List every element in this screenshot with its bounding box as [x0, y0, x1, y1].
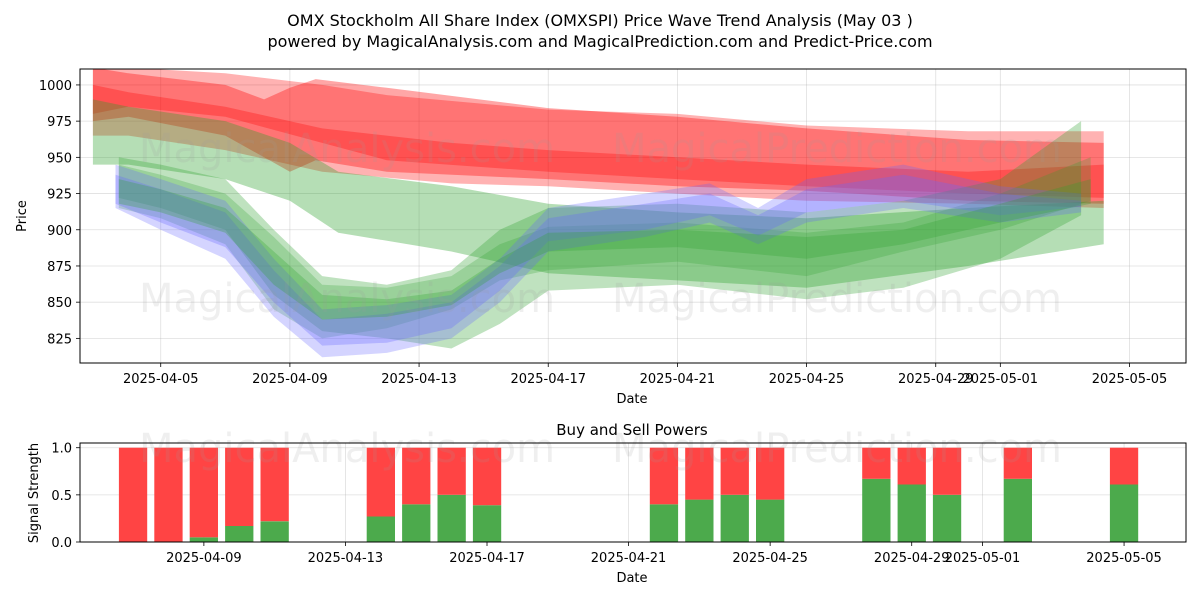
buy-bar: [862, 478, 891, 542]
sell-bar: [720, 447, 749, 495]
buy-bar: [932, 494, 962, 542]
signal-title: Buy and Sell Powers: [556, 421, 708, 439]
sell-bar: [225, 447, 254, 526]
sell-bar: [897, 447, 926, 485]
signal-x-tick-label: 2025-04-09: [166, 551, 242, 566]
price-y-label: Price: [15, 200, 30, 232]
price-band-red-2: [92, 69, 1104, 204]
price-x-tick-label: 2025-04-25: [769, 372, 845, 387]
buy-bar: [685, 499, 714, 542]
signal-panel: Buy and Sell Powers MagicalAnalysis.com …: [27, 421, 1187, 586]
price-y-tick-label: 850: [47, 296, 72, 311]
sell-bar: [1003, 447, 1032, 479]
buy-bar: [189, 537, 218, 542]
price-x-tick-label: 2025-04-09: [252, 372, 328, 387]
watermark-bottom-left: MagicalAnalysis.com: [139, 426, 555, 472]
price-band-blue-7: [115, 164, 1082, 358]
buy-bar: [225, 526, 254, 542]
price-y-tick-label: 900: [47, 224, 72, 239]
chart-subtitle: powered by MagicalAnalysis.com and Magic…: [267, 32, 932, 51]
price-band-green-9: [118, 179, 1091, 320]
signal-y-tick-label: 1.0: [51, 442, 72, 457]
sell-bar: [862, 447, 891, 479]
price-x-tick-label: 2025-05-05: [1092, 372, 1168, 387]
price-x-tick-label: 2025-05-01: [963, 372, 1039, 387]
signal-x-tick-label: 2025-05-01: [945, 551, 1021, 566]
signal-y-tick-label: 0.5: [51, 489, 72, 504]
signal-x-tick-label: 2025-04-13: [308, 551, 384, 566]
price-band-green-4: [92, 99, 1104, 288]
sell-bar: [118, 447, 148, 542]
buy-bar: [472, 505, 502, 542]
price-x-tick-label: 2025-04-21: [640, 372, 716, 387]
chart-title: OMX Stockholm All Share Index (OMXSPI) P…: [287, 11, 913, 30]
price-x-label: Date: [616, 392, 647, 407]
signal-x-tick-label: 2025-04-21: [591, 551, 667, 566]
signal-x-tick-label: 2025-04-17: [449, 551, 525, 566]
watermark-mid-right: MagicalPrediction.com: [612, 276, 1062, 322]
buy-bar: [1003, 478, 1032, 542]
signal-axes-frame: [79, 442, 1187, 543]
price-x-tick-label: 2025-04-05: [123, 372, 199, 387]
price-y-tick-label: 950: [47, 151, 72, 166]
price-grid: [80, 69, 1186, 363]
price-y-tick-label: 825: [47, 332, 72, 347]
price-x-tick-label: 2025-04-29: [898, 372, 974, 387]
buy-bar: [649, 504, 679, 542]
watermark-top-right: MagicalPrediction.com: [612, 126, 1062, 172]
signal-y-label: Signal Strength: [27, 443, 42, 543]
signal-x-label: Date: [616, 571, 647, 586]
sell-bar: [437, 447, 466, 495]
sell-bar: [366, 447, 395, 517]
price-y-tick-label: 925: [47, 188, 72, 203]
price-x-tick-label: 2025-04-17: [510, 372, 586, 387]
signal-x-ticks: 2025-04-09 2025-04-13 2025-04-17 2025-04-21…: [166, 542, 1162, 566]
signal-x-tick-label: 2025-04-25: [732, 551, 808, 566]
price-y-tick-label: 1000: [39, 79, 72, 94]
signal-y-ticks: 0.0 0.5 1.0: [51, 442, 80, 551]
sell-bar: [154, 447, 183, 542]
sell-bar: [472, 447, 502, 506]
signal-bars: [118, 447, 1139, 542]
watermark-bottom-right: MagicalPrediction.com: [612, 426, 1062, 472]
price-y-ticks: 825 850 875 900 925 950 975 1000: [39, 79, 80, 347]
sell-bar: [260, 447, 289, 522]
price-band-red-3: [92, 84, 1104, 208]
price-y-tick-label: 975: [47, 115, 72, 130]
watermark-mid-left: MagicalAnalysis.com: [139, 276, 555, 322]
sell-bar: [402, 447, 431, 505]
sell-bar: [932, 447, 962, 495]
sell-bar: [189, 447, 218, 538]
price-band-red-1: [92, 69, 1104, 198]
signal-x-tick-label: 2025-04-29: [874, 551, 950, 566]
sell-bar: [1109, 447, 1139, 485]
sell-bar: [649, 447, 679, 505]
buy-bar: [366, 516, 395, 542]
price-band-green-5: [118, 121, 1082, 349]
price-y-tick-label: 875: [47, 260, 72, 275]
signal-x-tick-label: 2025-05-05: [1086, 551, 1162, 566]
price-band-green-6: [118, 157, 1091, 339]
price-x-tick-label: 2025-04-13: [381, 372, 457, 387]
buy-bar: [437, 494, 466, 542]
sell-bar: [685, 447, 714, 500]
watermark-top-left: MagicalAnalysis.com: [139, 126, 555, 172]
buy-bar: [897, 484, 926, 542]
price-band-blue-8: [115, 174, 1082, 346]
sell-bar: [756, 447, 785, 500]
buy-bar: [720, 494, 749, 542]
price-x-ticks: 2025-04-05 2025-04-09 2025-04-13 2025-04-17…: [123, 363, 1167, 387]
buy-bar: [402, 504, 431, 542]
buy-bar: [756, 499, 785, 542]
price-bands: [92, 69, 1104, 358]
price-axes-frame: [79, 68, 1187, 364]
signal-y-tick-label: 0.0: [51, 536, 72, 551]
buy-bar: [1109, 484, 1139, 542]
buy-bar: [260, 521, 289, 542]
price-panel: MagicalAnalysis.com MagicalPrediction.co…: [15, 68, 1187, 407]
